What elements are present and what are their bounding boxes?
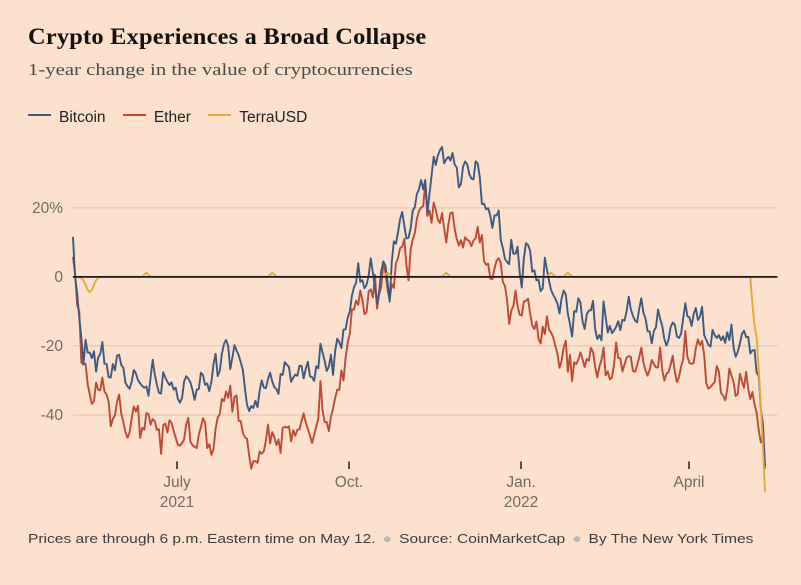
svg-text:-20: -20 [41, 338, 64, 355]
svg-text:20%: 20% [32, 200, 63, 217]
svg-text:0: 0 [54, 269, 63, 286]
svg-text:-40: -40 [41, 407, 64, 424]
